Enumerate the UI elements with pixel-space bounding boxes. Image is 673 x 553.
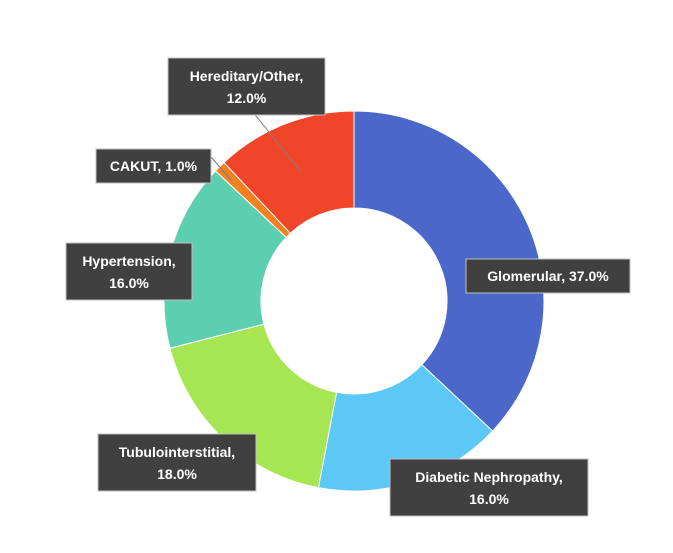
data-label-line1: Hereditary/Other, — [190, 68, 304, 84]
data-label-box — [97, 433, 257, 492]
data-label-box — [95, 148, 212, 184]
leader-line-cakut — [210, 156, 233, 182]
data-label-box — [465, 258, 631, 294]
data-label-line1: Glomerular, 37.0% — [487, 268, 609, 284]
data-label-box — [167, 57, 326, 116]
data-label-box — [389, 458, 589, 517]
slice-glomerular — [353, 110, 545, 432]
slices — [163, 110, 545, 492]
data-label-line1: CAKUT, 1.0% — [110, 158, 198, 174]
data-label-line1: Diabetic Nephropathy, — [415, 469, 563, 485]
data-label-diabetic-nephropathy: Diabetic Nephropathy, 16.0% — [389, 458, 589, 517]
data-label-line2: 16.0% — [109, 275, 149, 291]
leader-line-hereditary-other — [247, 105, 302, 173]
data-label-line2: 12.0% — [227, 90, 267, 106]
data-label-line1: Tubulointerstitial, — [119, 444, 235, 460]
data-label-glomerular: Glomerular, 37.0% — [465, 258, 631, 294]
data-label-line2: 16.0% — [469, 491, 509, 507]
slice-hereditary-other — [223, 110, 355, 234]
data-label-tubulointerstitial: Tubulointerstitial, 18.0% — [97, 433, 257, 492]
data-label-cakut: CAKUT, 1.0% — [95, 148, 212, 184]
data-label-line2: 18.0% — [157, 466, 197, 482]
data-label-line1: Hypertension, — [82, 253, 175, 269]
data-label-hereditary-other: Hereditary/Other, 12.0% — [167, 57, 326, 116]
data-labels: Glomerular, 37.0% Diabetic Nephropathy, 16… — [65, 57, 631, 517]
data-label-hypertension: Hypertension, 16.0% — [65, 242, 193, 301]
data-label-box — [65, 242, 193, 301]
slice-tubulointerstitial — [169, 323, 338, 489]
leader-lines — [210, 105, 302, 182]
